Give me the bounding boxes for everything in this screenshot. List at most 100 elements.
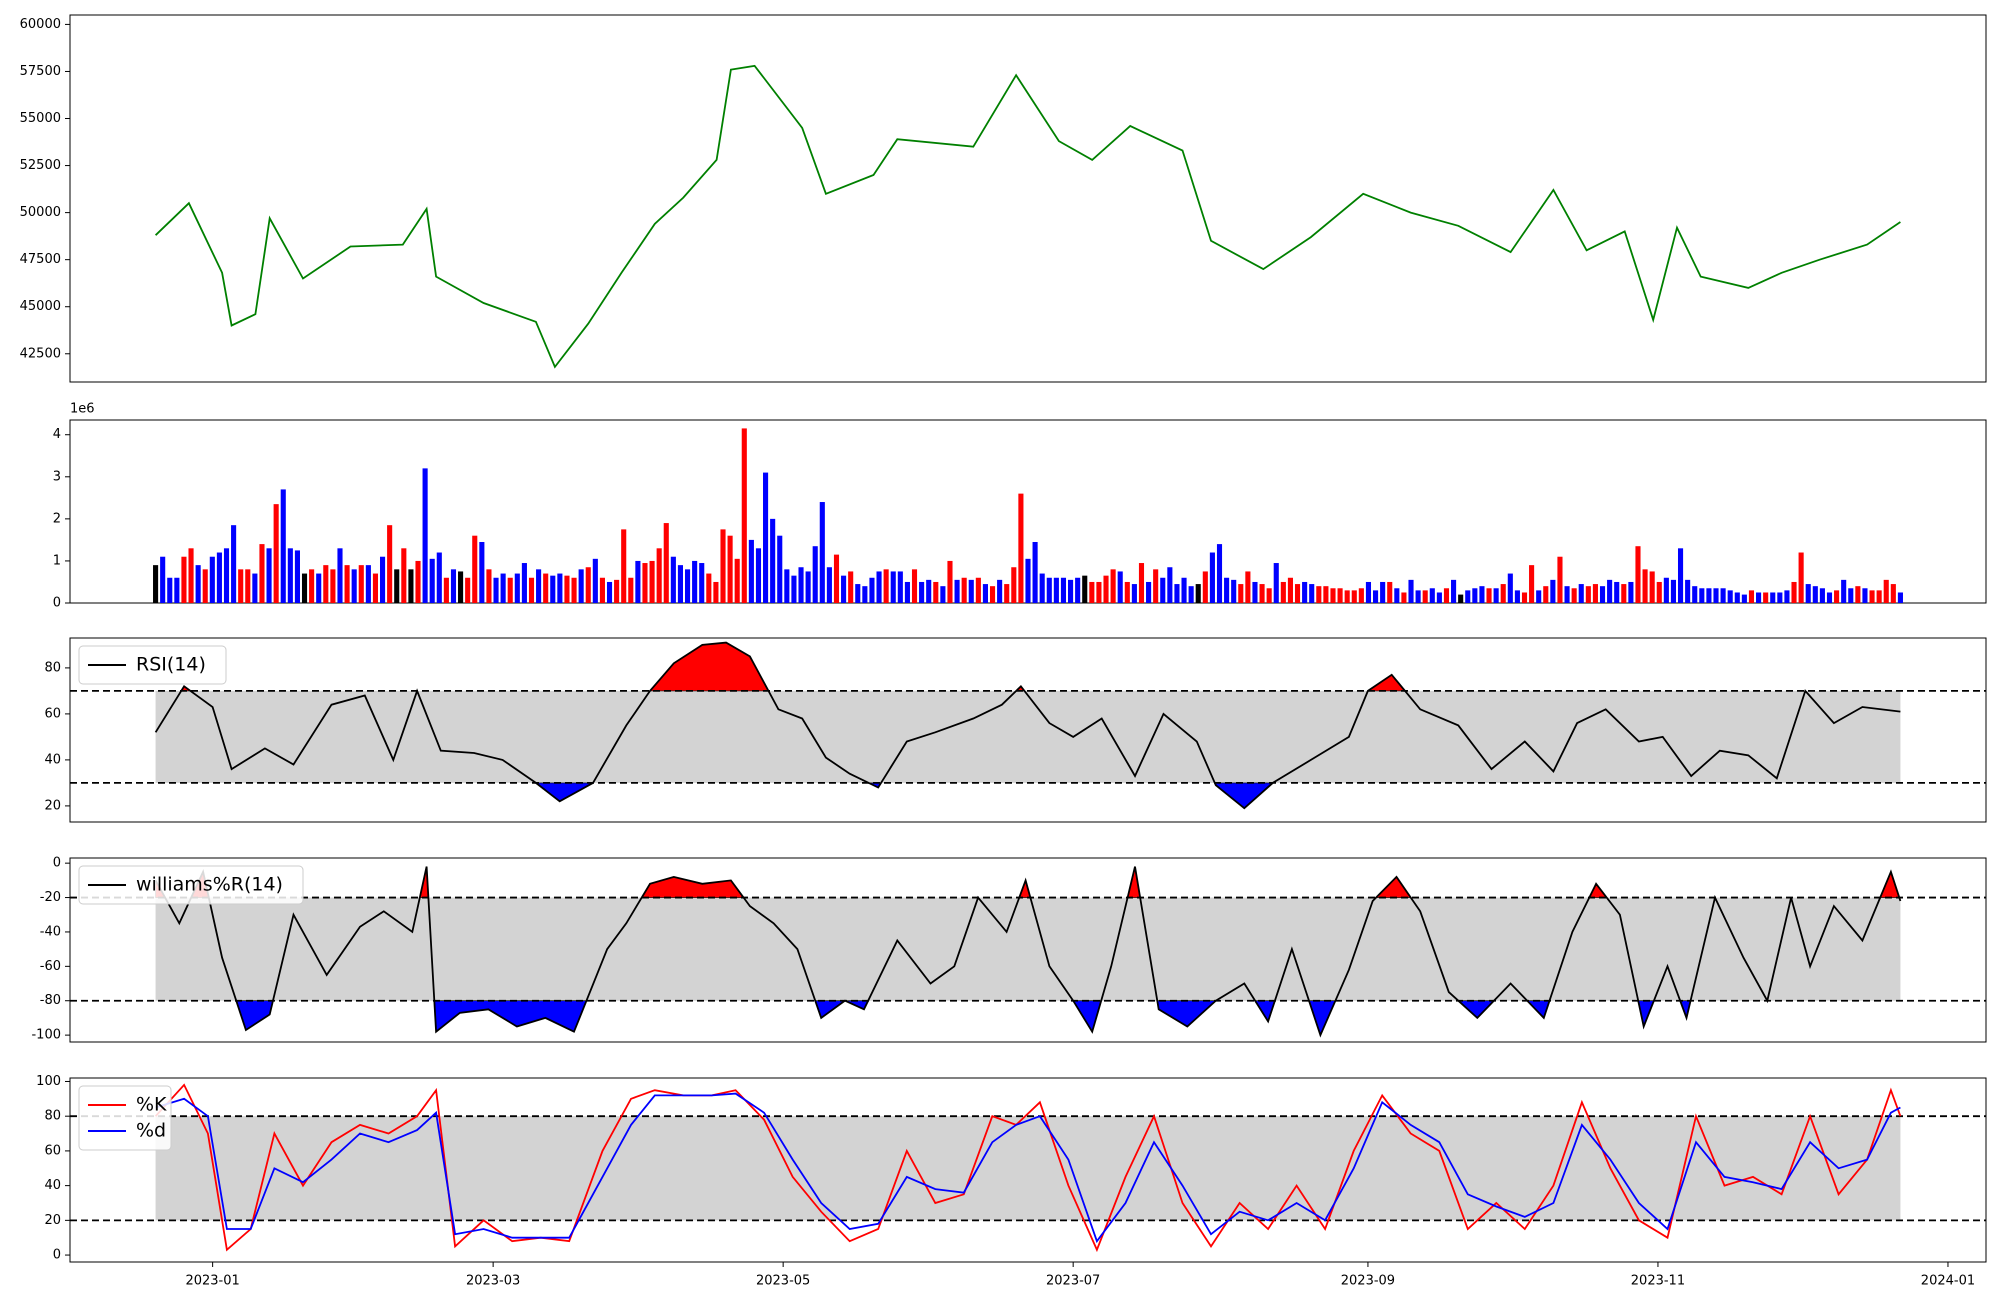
- volume-bar: [1053, 577, 1059, 603]
- volume-bar: [926, 579, 932, 603]
- volume-bar: [997, 579, 1003, 603]
- volume-bar: [1663, 577, 1669, 603]
- x-tick-label: 2023-01: [185, 1274, 239, 1289]
- x-tick-label: 2023-03: [466, 1274, 520, 1289]
- volume-bar: [883, 569, 889, 603]
- y-tick-label: 1: [53, 553, 61, 568]
- volume-bar: [989, 586, 996, 603]
- volume-bar: [458, 571, 464, 603]
- volume-bar: [394, 569, 400, 603]
- x-tick-label: 2024-01: [1921, 1274, 1975, 1289]
- volume-bar: [1068, 579, 1074, 603]
- volume-bar: [621, 529, 627, 603]
- volume-exponent-label: 1e6: [70, 402, 95, 417]
- volume-bar: [450, 569, 457, 603]
- volume-bar: [1869, 590, 1875, 603]
- volume-bar: [1777, 592, 1783, 603]
- volume-bar: [1415, 590, 1421, 603]
- volume-bar: [259, 544, 265, 603]
- volume-bar: [514, 573, 520, 603]
- volume-bar: [833, 554, 840, 603]
- volume-bar: [1741, 594, 1747, 603]
- volume-bar: [443, 577, 449, 603]
- volume-bar: [1401, 592, 1407, 603]
- volume-bar: [415, 560, 421, 603]
- volume-bar: [429, 558, 435, 603]
- volume-bar: [1082, 575, 1088, 603]
- volume-bar: [784, 569, 790, 603]
- legend-label: RSI(14): [136, 654, 206, 676]
- volume-bar: [628, 577, 634, 603]
- volume-bar: [1372, 590, 1379, 603]
- volume-bar: [1607, 579, 1613, 603]
- volume-bar: [1032, 542, 1038, 603]
- x-tick-label: 2023-05: [756, 1274, 810, 1289]
- volume-bar: [571, 577, 577, 603]
- volume-bar: [692, 560, 698, 603]
- volume-bar: [1656, 581, 1662, 603]
- volume-bar: [301, 573, 308, 603]
- y-tick-label: -60: [40, 959, 61, 974]
- volume-bar: [876, 571, 882, 603]
- volume-bar: [1387, 581, 1393, 603]
- volume-bar: [919, 581, 925, 603]
- volume-bar: [1167, 567, 1173, 603]
- volume-bar: [727, 535, 733, 603]
- volume-bar: [1550, 579, 1556, 603]
- volume-bar: [947, 560, 953, 603]
- volume-bar: [1075, 577, 1081, 603]
- volume-bar: [280, 489, 286, 603]
- volume-bar: [1706, 588, 1712, 603]
- volume-bar: [1748, 590, 1755, 603]
- volume-bar: [1699, 588, 1705, 603]
- volume-bar: [1046, 577, 1052, 603]
- y-tick-label: 0: [53, 596, 61, 611]
- volume-bar: [1238, 584, 1244, 603]
- volume-bar: [770, 518, 776, 603]
- volume-bar: [1394, 588, 1400, 603]
- y-tick-label: 60: [44, 1143, 61, 1158]
- volume-bar: [975, 577, 981, 603]
- volume-bar: [252, 573, 258, 603]
- legend-5: %K %d: [78, 1085, 172, 1151]
- volume-bar: [1344, 590, 1350, 603]
- volume-bar: [1486, 588, 1492, 603]
- volume-bar: [1160, 577, 1166, 603]
- volume-bar: [1004, 584, 1010, 603]
- volume-bar: [1507, 573, 1513, 603]
- volume-bar: [1153, 569, 1159, 603]
- volume-bar: [330, 569, 336, 603]
- volume-bar: [436, 552, 442, 603]
- volume-bar: [599, 577, 605, 603]
- volume-bar: [1124, 581, 1130, 603]
- y-tick-label: 50000: [20, 205, 61, 220]
- volume-bar: [1316, 586, 1322, 603]
- volume-bar: [1060, 577, 1067, 603]
- volume-bar: [1025, 558, 1031, 603]
- volume-bar: [1756, 592, 1762, 603]
- volume-bar: [1812, 586, 1818, 603]
- volume-bar: [1727, 590, 1733, 603]
- volume-bar: [1571, 588, 1577, 603]
- volume-bar: [635, 560, 641, 603]
- volume-bar: [372, 573, 379, 603]
- price-line: [154, 64, 1901, 369]
- volume-bar: [1784, 590, 1790, 603]
- volume-bar: [1302, 581, 1308, 603]
- y-tick-label: -40: [40, 924, 61, 939]
- volume-bar: [819, 502, 825, 603]
- volume-bar: [1429, 588, 1435, 603]
- volume-bar: [472, 535, 478, 603]
- y-tick-label: 0: [53, 1248, 61, 1263]
- volume-bar: [1330, 588, 1336, 603]
- panel-1-frame: [69, 14, 1987, 383]
- volume-bar: [1365, 581, 1372, 603]
- volume-bar: [805, 571, 811, 603]
- panel-5-frame: [69, 1077, 1987, 1263]
- y-tick-label: 52500: [20, 158, 61, 173]
- y-tick-label: -80: [40, 993, 61, 1008]
- volume-bar: [557, 573, 563, 603]
- volume-bar: [606, 581, 613, 603]
- volume-bar: [1734, 592, 1740, 603]
